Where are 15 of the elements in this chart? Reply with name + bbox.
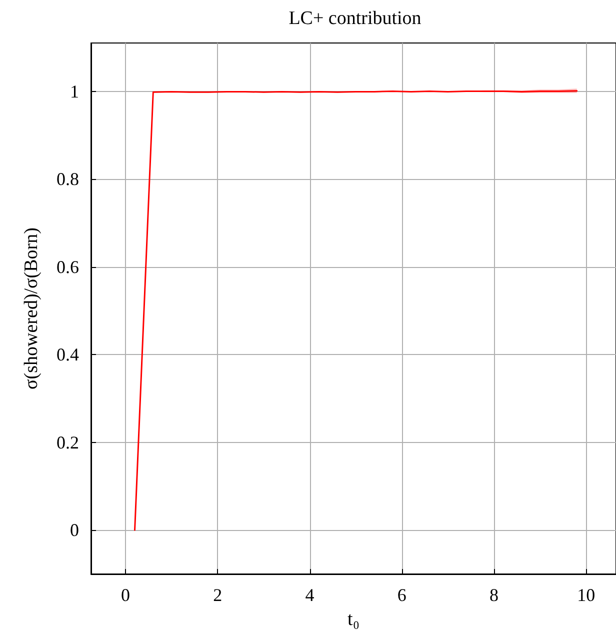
x-tick-label: 4 xyxy=(305,585,314,605)
y-tick-label: 1 xyxy=(70,81,79,102)
y-axis-title: σ(showered)/σ(Born) xyxy=(21,228,42,390)
x-axis-title: t₀ xyxy=(348,609,360,630)
y-tick-label: 0 xyxy=(70,520,79,540)
y-tick-label: 0.2 xyxy=(56,432,79,452)
x-tick-label: 8 xyxy=(489,585,498,605)
x-tick-label: 6 xyxy=(397,585,406,605)
y-tick-label: 0.8 xyxy=(56,169,79,190)
chart-title: LC+ contribution xyxy=(288,8,422,29)
x-tick-label: 2 xyxy=(213,585,222,605)
x-tick-label: 0 xyxy=(121,585,130,605)
x-tick-label: 10 xyxy=(577,585,596,605)
y-tick-label: 0.4 xyxy=(56,344,79,365)
y-tick-label: 0.6 xyxy=(56,256,79,277)
